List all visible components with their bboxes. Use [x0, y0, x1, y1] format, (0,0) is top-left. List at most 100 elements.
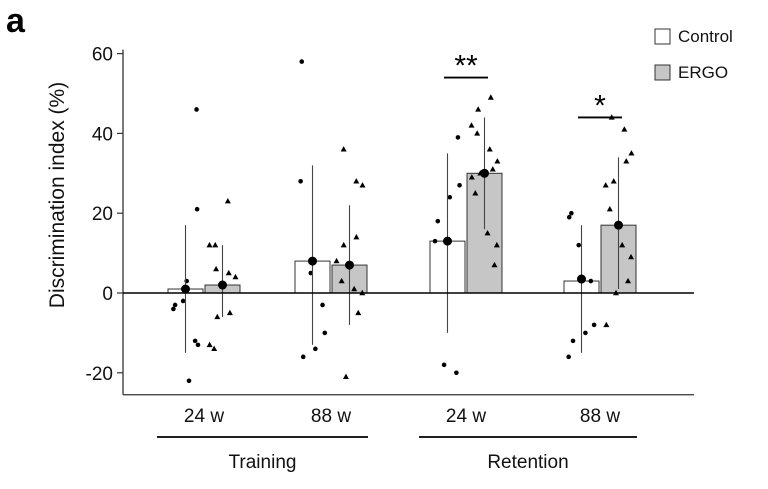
data-point-ergo [493, 241, 500, 248]
mean-dot-ergo [614, 220, 623, 230]
legend: Control ERGO [654, 27, 733, 82]
data-point-control [172, 302, 178, 308]
y-tick-label: 60 [92, 45, 113, 66]
data-point-ergo [475, 106, 482, 112]
data-point-ergo [468, 174, 475, 180]
data-point-control [457, 182, 462, 188]
data-point-control [454, 370, 459, 376]
data-point-control [298, 178, 303, 184]
data-point-ergo [491, 261, 498, 268]
data-point-ergo [625, 277, 632, 284]
data-point-ergo [623, 158, 630, 164]
legend-swatch-control [654, 28, 671, 45]
data-point-ergo [206, 241, 213, 248]
data-point-control [441, 362, 447, 368]
data-point-control [570, 338, 576, 344]
error-bars-layer [181, 117, 623, 353]
data-point-control [192, 338, 198, 344]
data-point-control [591, 322, 597, 328]
y-tick-label: -20 [86, 364, 113, 385]
data-point-ergo [359, 182, 366, 188]
data-point-control [171, 306, 176, 312]
data-point-ergo [206, 341, 213, 348]
y-tick-label: 20 [92, 204, 113, 225]
data-point-ergo [232, 273, 239, 280]
data-point-control [583, 330, 588, 336]
mean-dot-ergo [345, 260, 354, 270]
data-point-control [194, 206, 200, 212]
data-point-control [300, 354, 306, 360]
data-point-ergo [610, 178, 617, 184]
mean-dot-ergo [218, 280, 227, 290]
data-point-ergo [338, 277, 345, 284]
data-point-control [588, 278, 594, 284]
x-tick-label: 88 w [580, 406, 620, 427]
data-point-control [180, 298, 186, 304]
y-tick-label: 40 [92, 124, 113, 145]
data-point-ergo [603, 321, 610, 328]
data-point-ergo [212, 241, 219, 248]
data-point-ergo [486, 146, 493, 152]
data-point-ergo [214, 313, 221, 320]
y-axis-title: Discrimination index (%) [46, 82, 69, 308]
data-point-ergo [224, 198, 231, 204]
data-point-control [566, 214, 572, 220]
data-point-ergo [213, 265, 220, 272]
significance-markers: *** [444, 50, 622, 122]
x-tick-labels: 24 w 88 w 24 w 88 w [184, 406, 620, 427]
legend-label-ergo: ERGO [678, 63, 728, 82]
group-brackets: Training Retention [157, 436, 637, 473]
data-point-ergo [353, 178, 360, 184]
data-point-ergo [225, 269, 232, 276]
data-point-control [313, 346, 318, 352]
x-tick-label: 24 w [446, 406, 486, 427]
data-point-ergo [484, 229, 491, 236]
legend-label-control: Control [678, 27, 733, 46]
mean-dot-control [443, 236, 452, 246]
data-point-control [566, 354, 571, 360]
data-point-control [576, 242, 582, 248]
x-tick-label: 24 w [184, 406, 224, 427]
group-label: Retention [487, 452, 568, 473]
data-point-ergo [619, 241, 626, 248]
y-tick-label: 0 [102, 284, 113, 305]
data-point-control [435, 218, 441, 224]
data-point-control [195, 342, 201, 348]
data-point-ergo [468, 122, 475, 128]
data-point-ergo [211, 345, 218, 352]
mean-dot-ergo [480, 168, 489, 178]
significance-label: ** [454, 50, 478, 83]
panel-label: a [6, 2, 26, 40]
data-point-ergo [628, 253, 635, 260]
data-point-ergo [351, 285, 358, 292]
mean-dot-control [577, 274, 586, 284]
data-point-ergo [602, 182, 609, 188]
data-point-control [432, 238, 438, 244]
data-point-control [299, 59, 305, 64]
data-point-ergo [606, 206, 613, 212]
mean-dot-control [181, 284, 190, 294]
data-point-ergo [494, 158, 501, 164]
mean-dot-control [308, 256, 317, 266]
data-point-ergo [628, 150, 635, 156]
data-point-ergo [474, 130, 481, 136]
significance-label: * [594, 89, 606, 122]
data-point-control [186, 378, 192, 384]
bars-layer [167, 172, 637, 294]
legend-swatch-ergo [654, 64, 671, 81]
data-point-control [569, 210, 574, 216]
data-point-ergo [489, 166, 496, 172]
data-point-control [320, 302, 325, 308]
data-point-ergo [487, 94, 494, 100]
data-point-control [447, 194, 453, 200]
data-point-control [322, 330, 328, 336]
data-point-ergo [333, 257, 340, 264]
axes-layer: -20 0 20 40 60 [86, 45, 694, 396]
points-layer [171, 59, 635, 384]
data-point-ergo [353, 233, 360, 240]
data-point-ergo [226, 309, 233, 316]
data-point-ergo [340, 241, 347, 248]
x-tick-label: 88 w [311, 406, 351, 427]
data-point-ergo [340, 146, 347, 152]
data-point-control [194, 107, 199, 112]
